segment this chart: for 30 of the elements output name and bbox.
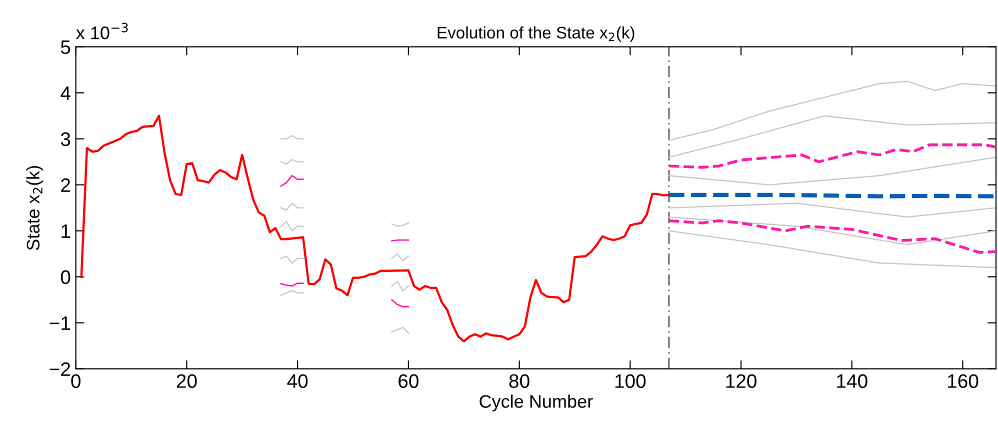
x-tick-label: 80 bbox=[509, 374, 530, 388]
x-tick-label: 20 bbox=[176, 374, 197, 388]
x-axis-title: Cycle Number bbox=[480, 394, 593, 412]
line-series bbox=[668, 143, 996, 169]
line-series bbox=[668, 230, 996, 268]
y-tick-label: 5 bbox=[60, 40, 70, 54]
line-series bbox=[80, 114, 670, 342]
line-series bbox=[668, 115, 996, 158]
x-tick-label: 60 bbox=[398, 374, 418, 388]
line-series bbox=[668, 216, 996, 246]
line-series bbox=[280, 174, 304, 187]
line-series bbox=[391, 253, 410, 262]
x-tick-label: 140 bbox=[837, 374, 868, 388]
x-tick-label: 160 bbox=[948, 374, 978, 388]
y-tick-label: 3 bbox=[60, 132, 70, 146]
text: x 10$^{−3}$ bbox=[76, 22, 128, 40]
chart-title: Evolution of the State x$_{2}$(k) bbox=[438, 26, 634, 42]
y-tick-label: 4 bbox=[60, 86, 70, 100]
x-tick-label: 100 bbox=[615, 374, 646, 388]
y-tick-label: 1 bbox=[62, 224, 70, 238]
y-tick-label: 0 bbox=[60, 270, 70, 284]
x-tick-label: 120 bbox=[726, 374, 756, 388]
y-axis-title: State x$_{2}$(k) bbox=[26, 166, 44, 250]
y-tick-label: −2 bbox=[50, 362, 70, 376]
y-tick-label: −1 bbox=[50, 316, 70, 330]
y-tick-label: 2 bbox=[61, 178, 70, 192]
x-tick-label: 0 bbox=[71, 374, 80, 388]
x-tick-label: 40 bbox=[287, 374, 308, 388]
line-series bbox=[668, 80, 996, 141]
line-series bbox=[668, 219, 996, 254]
